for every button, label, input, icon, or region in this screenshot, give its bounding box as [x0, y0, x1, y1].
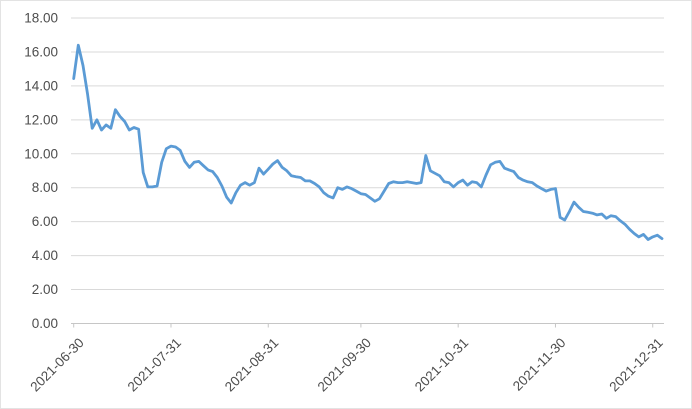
y-axis-tick-label: 16.00	[24, 44, 58, 59]
x-axis-tick-label: 2021-06-30	[27, 335, 86, 394]
y-axis-tick-label: 10.00	[24, 146, 58, 161]
x-axis-tick-label: 2021-12-31	[606, 335, 665, 394]
y-axis-tick-label: 6.00	[32, 214, 58, 229]
y-axis-tick-label: 14.00	[24, 78, 58, 93]
x-axis-tick-label: 2021-09-30	[315, 335, 374, 394]
y-axis-tick-label: 2.00	[32, 282, 58, 297]
y-axis-tick-label: 0.00	[32, 316, 58, 331]
x-axis-tick-label: 2021-10-31	[412, 335, 471, 394]
x-axis-tick-label: 2021-11-30	[510, 335, 569, 394]
price-line-series	[72, 43, 664, 241]
y-axis-tick-label: 8.00	[32, 180, 58, 195]
y-axis-tick-label: 4.00	[32, 248, 58, 263]
x-axis-tick-label: 2021-08-31	[222, 335, 281, 394]
y-axis-tick-label: 12.00	[24, 112, 58, 127]
y-axis-tick-label: 18.00	[24, 11, 58, 26]
x-axis-tick-label: 2021-07-31	[125, 335, 184, 394]
